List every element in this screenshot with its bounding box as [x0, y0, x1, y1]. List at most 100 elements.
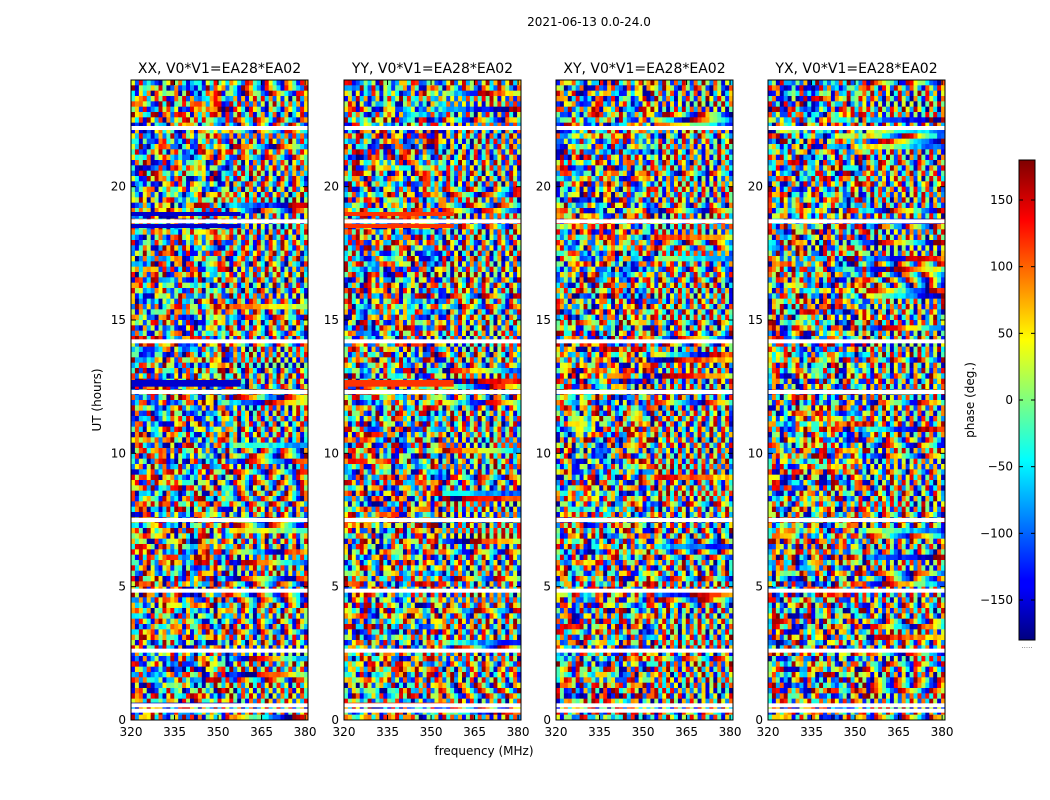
heatmap-cell: [158, 213, 163, 220]
heatmap-cell: [304, 277, 308, 284]
heatmap-cell: [205, 576, 211, 582]
heatmap-cell: [276, 528, 281, 534]
heatmap-cell: [249, 378, 254, 385]
heatmap-cell: [292, 554, 297, 561]
heatmap-cell: [249, 144, 254, 150]
heatmap-cell: [276, 128, 281, 134]
heatmap-cell: [260, 549, 266, 556]
heatmap-cell: [260, 288, 266, 294]
heatmap-cell: [268, 634, 273, 641]
heatmap-cell: [154, 432, 159, 438]
heatmap-cell: [288, 346, 293, 353]
heatmap-cell: [249, 624, 254, 630]
heatmap-cell: [131, 501, 136, 508]
heatmap-cell: [201, 608, 207, 614]
heatmap-cell: [252, 469, 258, 476]
heatmap-cell: [178, 133, 183, 140]
heatmap-cell: [264, 229, 270, 236]
heatmap-cell: [268, 661, 273, 668]
heatmap-cell: [249, 293, 254, 300]
heatmap-cell: [170, 138, 175, 145]
heatmap-cell: [158, 501, 163, 508]
heatmap-cell: [264, 160, 270, 166]
heatmap-cell: [131, 357, 136, 364]
heatmap-cell: [209, 144, 214, 150]
heatmap-cell: [178, 650, 183, 657]
heatmap-cell: [166, 80, 171, 86]
heatmap-cell: [197, 176, 203, 182]
heatmap-cell: [225, 421, 230, 428]
heatmap-cell: [197, 266, 203, 273]
heatmap-cell: [221, 304, 226, 310]
heatmap-cell: [292, 314, 297, 321]
heatmap-cell: [166, 336, 171, 342]
heatmap-cell: [178, 501, 183, 508]
heatmap-cell: [138, 176, 144, 182]
heatmap-cell: [264, 640, 270, 646]
heatmap-cell: [225, 490, 230, 497]
heatmap-cell: [252, 485, 258, 492]
heatmap-cell: [221, 293, 226, 300]
heatmap-cell: [264, 485, 270, 492]
heatmap-cell: [217, 474, 222, 481]
heatmap-cell: [154, 368, 159, 374]
heatmap-cell: [300, 314, 305, 321]
heatmap-cell: [221, 165, 226, 172]
heatmap-cell: [138, 122, 144, 129]
heatmap-cell: [276, 282, 281, 289]
heatmap-cell: [225, 160, 230, 166]
heatmap-cell: [284, 453, 289, 460]
heatmap-cell: [138, 309, 144, 316]
heatmap-cell: [166, 170, 171, 177]
heatmap-cell: [131, 80, 136, 86]
heatmap-cell: [300, 197, 305, 204]
heatmap-cell: [150, 512, 155, 518]
heatmap-cell: [268, 101, 273, 108]
heatmap-cell: [221, 266, 226, 273]
heatmap-cell: [288, 501, 293, 508]
heatmap-cell: [304, 213, 308, 220]
heatmap-cell: [304, 224, 308, 230]
heatmap-cell: [245, 602, 250, 609]
heatmap-cell: [193, 133, 199, 140]
heatmap-cell: [150, 90, 155, 97]
heatmap-cell: [241, 122, 246, 129]
heatmap-cell: [260, 442, 266, 449]
heatmap-cell: [190, 405, 195, 412]
heatmap-cell: [154, 362, 159, 369]
heatmap-cell: [225, 362, 230, 369]
heatmap-cell: [221, 106, 226, 113]
heatmap-cell: [162, 496, 167, 502]
heatmap-cell: [217, 245, 222, 252]
heatmap-cell: [142, 512, 148, 518]
heatmap-cell: [166, 634, 171, 641]
heatmap-cell: [182, 549, 187, 556]
heatmap-cell: [292, 448, 297, 454]
heatmap-cell: [205, 645, 211, 652]
heatmap-cell: [292, 597, 297, 604]
heatmap-cell: [233, 186, 238, 193]
heatmap-cell: [300, 325, 305, 332]
heatmap-cell: [245, 624, 250, 630]
heatmap-cell: [142, 384, 148, 390]
heatmap-cell: [260, 192, 266, 198]
heatmap-cell: [300, 288, 305, 294]
heatmap-cell: [256, 170, 262, 177]
heatmap-cell: [197, 442, 203, 449]
heatmap-cell: [217, 442, 222, 449]
heatmap-cell: [284, 293, 289, 300]
heatmap-cell: [205, 229, 211, 236]
heatmap-cell: [280, 341, 285, 348]
heatmap-cell: [186, 506, 191, 513]
heatmap-cell: [174, 661, 179, 668]
heatmap-cell: [276, 368, 281, 374]
heatmap-cell: [166, 624, 171, 630]
heatmap-cell: [260, 352, 266, 358]
heatmap-cell: [201, 512, 207, 518]
heatmap-cell: [288, 400, 293, 406]
heatmap-cell: [221, 330, 226, 337]
heatmap-cell: [288, 634, 293, 641]
heatmap-cell: [190, 96, 195, 102]
heatmap-cell: [225, 293, 230, 300]
heatmap-cell: [166, 208, 171, 214]
